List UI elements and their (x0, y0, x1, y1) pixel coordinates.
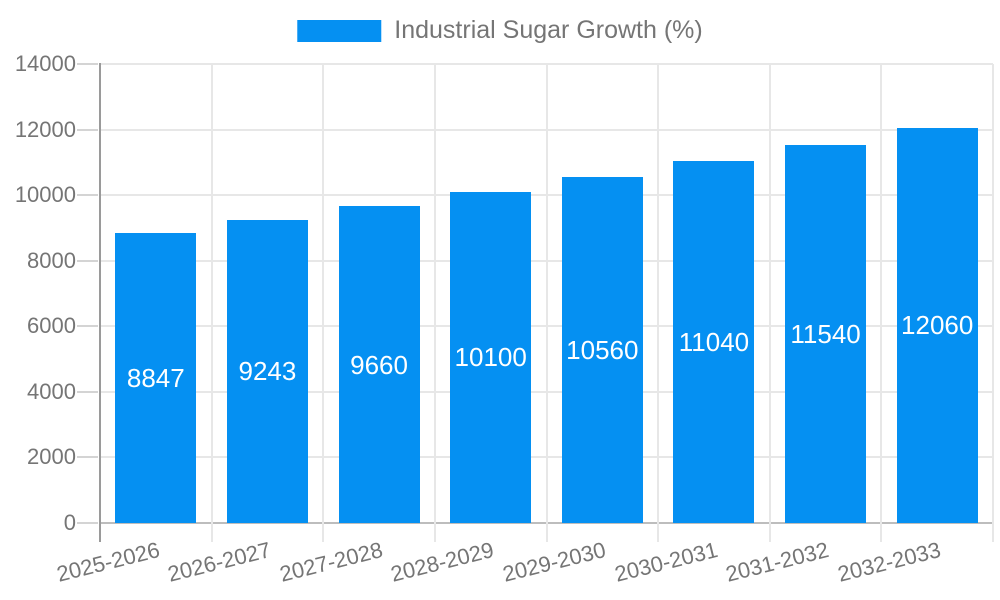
bar-value-label: 10560 (566, 334, 639, 365)
bar (561, 176, 643, 523)
x-gridline (322, 64, 325, 542)
y-tick-mark (77, 456, 98, 459)
bar (450, 191, 532, 523)
legend-swatch (297, 19, 382, 42)
x-gridline (880, 64, 883, 542)
y-tick-mark (77, 390, 98, 393)
y-tick-label: 14000 (14, 51, 76, 76)
x-gridline (210, 64, 213, 542)
legend: Industrial Sugar Growth (%) (297, 16, 703, 45)
x-tick-label: 2027-2028 (276, 537, 386, 587)
y-axis-line (99, 63, 101, 542)
y-tick-label: 8000 (27, 247, 76, 273)
x-tick-label: 2029-2030 (500, 537, 609, 587)
x-tick-label: 2032-2033 (835, 537, 944, 587)
y-tick-label: 2000 (27, 444, 76, 470)
x-gridline (545, 64, 548, 542)
x-gridline (657, 64, 660, 542)
y-tick-mark (77, 259, 98, 262)
bar-value-label: 11040 (678, 327, 750, 358)
x-tick-label: 2028-2029 (388, 537, 497, 587)
y-tick-label: 4000 (27, 378, 76, 404)
x-tick-label: 2031-2032 (723, 537, 832, 587)
y-tick-mark (77, 194, 98, 197)
y-tick-label: 10000 (14, 182, 76, 208)
bar (226, 219, 308, 523)
x-tick-label: 2030-2031 (611, 537, 720, 587)
bar (896, 127, 978, 523)
x-tick-label: 2026-2027 (165, 537, 274, 587)
legend-label: Industrial Sugar Growth (%) (394, 16, 703, 44)
y-tick-mark (77, 128, 98, 131)
bar-value-label: 9660 (350, 349, 408, 380)
bar-value-label: 10100 (454, 342, 527, 373)
x-gridline (433, 64, 436, 542)
bar (338, 206, 420, 523)
bar-value-label: 12060 (901, 310, 974, 341)
x-gridline (768, 64, 771, 542)
y-tick-mark (77, 325, 98, 328)
bar-value-label: 9243 (238, 356, 297, 387)
y-tick-label: 12000 (14, 116, 76, 142)
bar (673, 161, 755, 523)
y-tick-label: 0 (63, 510, 76, 535)
x-tick-label: 2025-2026 (53, 537, 162, 587)
bar-value-label: 11540 (790, 318, 861, 349)
bar-value-label: 8847 (126, 362, 185, 393)
bar (785, 144, 867, 523)
y-tick-mark (77, 63, 98, 65)
y-tick-mark (77, 522, 98, 524)
y-tick-label: 6000 (27, 313, 76, 339)
x-gridline (992, 64, 994, 542)
bar (115, 232, 197, 523)
